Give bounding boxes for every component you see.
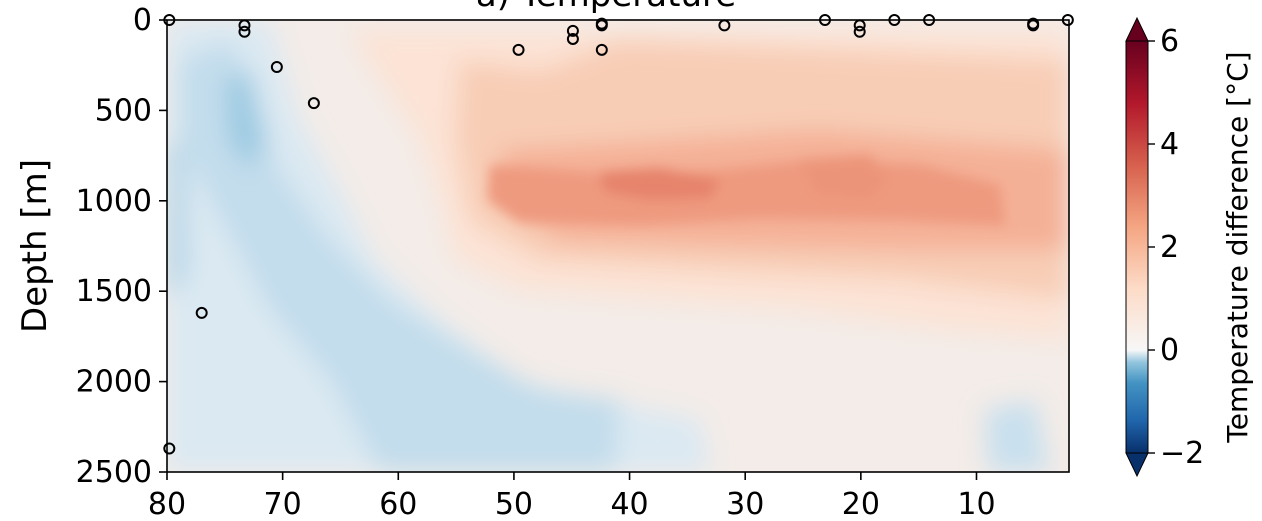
colorbar-extend-min (1126, 453, 1148, 476)
y-tick-label: 500 (95, 93, 152, 128)
colorbar-tick-label: 0 (1160, 333, 1179, 368)
colorbar: −2 0 2 4 6 Temperature difference [°C] (1126, 18, 1254, 476)
y-tick-label: 2500 (76, 455, 152, 490)
y-axis: 0 500 1000 1500 2000 2500 (76, 3, 167, 490)
temperature-field (167, 20, 1069, 472)
x-tick-label: 30 (726, 487, 764, 521)
colorbar-ticks: −2 0 2 4 6 (1148, 24, 1204, 471)
colorbar-tick-label: 2 (1160, 230, 1179, 265)
y-tick-label: 0 (133, 3, 152, 38)
x-axis: 80 70 60 50 40 30 20 10 (148, 472, 996, 521)
y-tick-label: 2000 (76, 365, 152, 400)
y-tick-label: 1500 (76, 274, 152, 309)
colorbar-label: Temperature difference [°C] (1221, 51, 1254, 443)
colorbar-tick-label: 4 (1160, 127, 1179, 162)
colorbar-extend-max (1126, 18, 1148, 41)
x-tick-label: 50 (495, 487, 533, 521)
x-tick-label: 60 (379, 487, 417, 521)
x-tick-label: 80 (148, 487, 186, 521)
x-tick-label: 70 (264, 487, 302, 521)
chart-title: a) Temperature (476, 0, 736, 15)
colorbar-body (1126, 41, 1148, 453)
y-tick-label: 1000 (76, 184, 152, 219)
x-tick-label: 20 (842, 487, 880, 521)
colorbar-tick-label: 6 (1160, 24, 1179, 59)
colorbar-tick-label: −2 (1160, 436, 1204, 471)
x-tick-label: 40 (610, 487, 648, 521)
y-axis-label: Depth [m] (15, 159, 55, 333)
x-tick-label: 10 (957, 487, 995, 521)
